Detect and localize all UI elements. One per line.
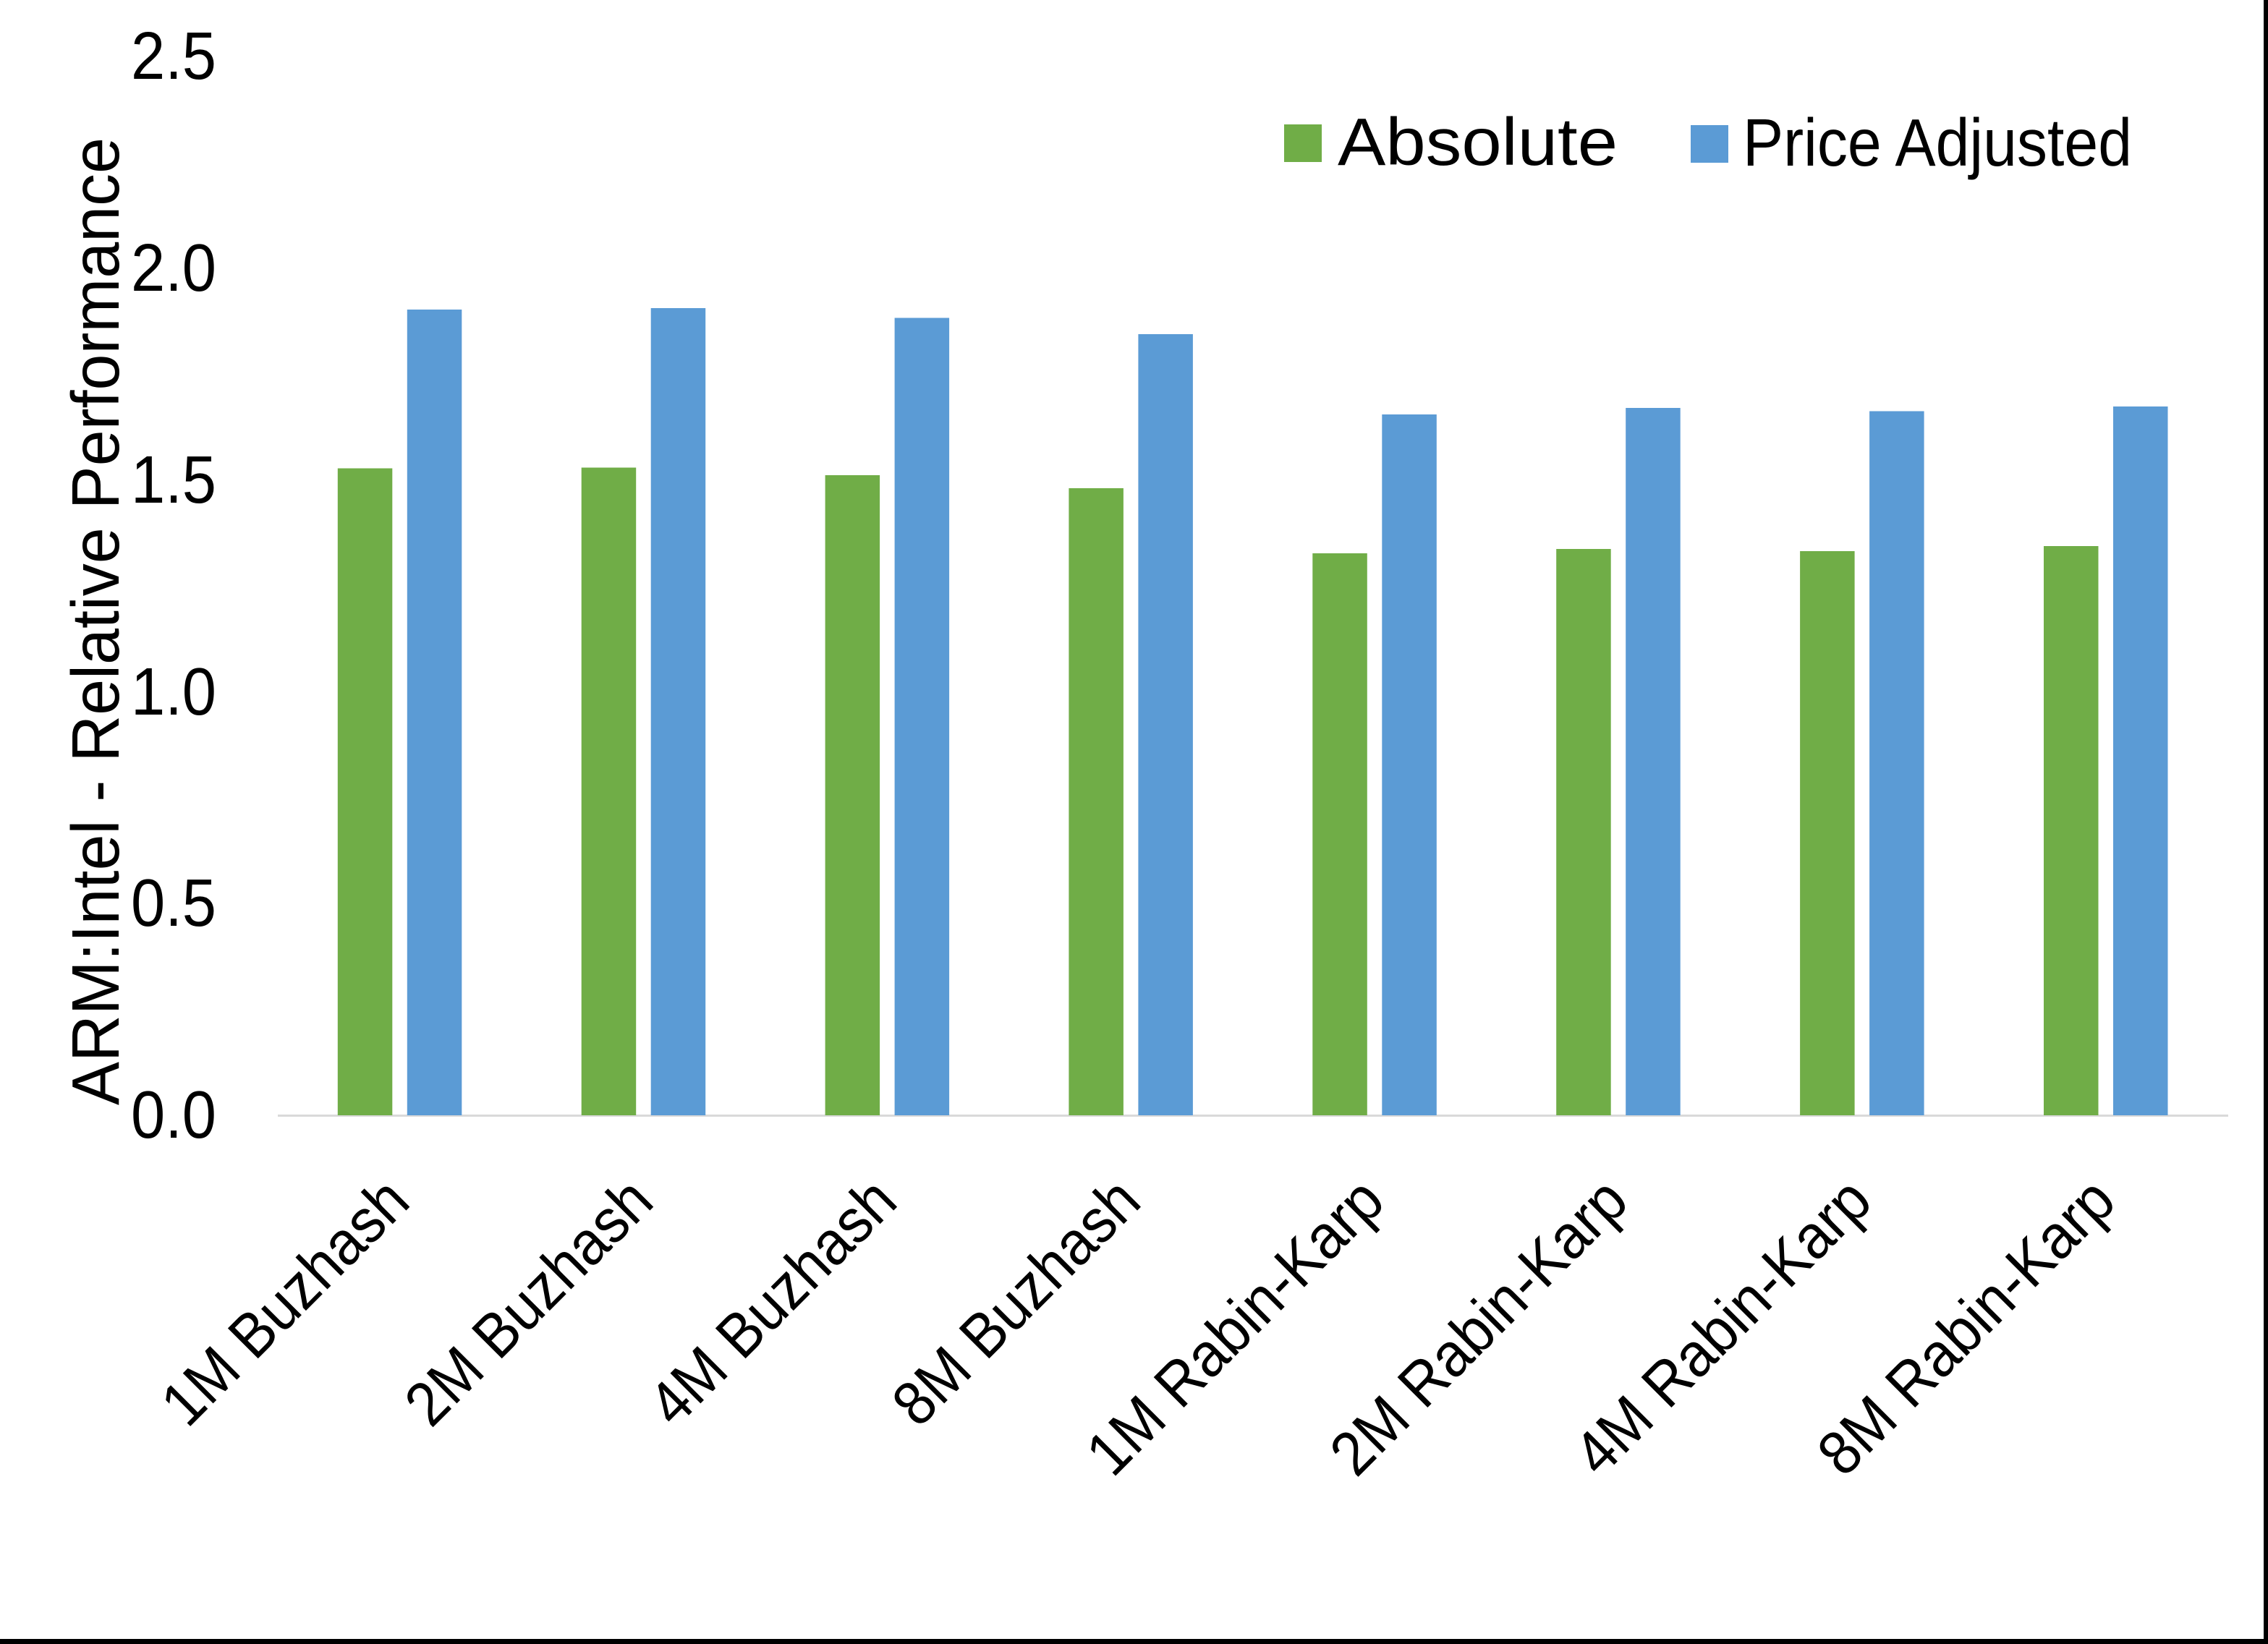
svg-text:2.0: 2.0 xyxy=(131,230,216,305)
svg-text:2.5: 2.5 xyxy=(131,18,216,93)
svg-text:Price Adjusted: Price Adjusted xyxy=(1743,105,2132,180)
svg-text:1.5: 1.5 xyxy=(131,442,216,517)
svg-text:0.0: 0.0 xyxy=(131,1077,216,1152)
svg-text:0.5: 0.5 xyxy=(131,865,216,940)
svg-text:1.0: 1.0 xyxy=(131,654,216,729)
svg-text:ARM:Intel - Relative Performan: ARM:Intel - Relative Performance xyxy=(58,137,133,1105)
svg-text:Absolute: Absolute xyxy=(1338,104,1618,179)
